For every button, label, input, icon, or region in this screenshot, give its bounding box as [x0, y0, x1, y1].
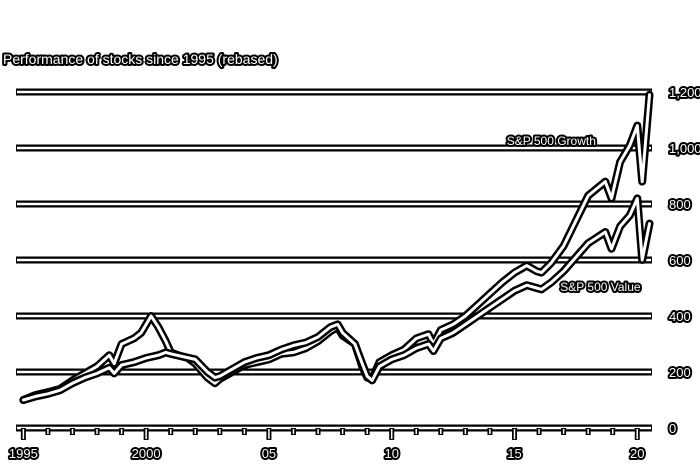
y-tick-label: 600 [669, 253, 691, 268]
y-tick-label: 1,200 [669, 85, 700, 100]
y-tick-label: 1,000 [669, 141, 700, 156]
series-label-value: S&P 500 Value [560, 280, 641, 294]
y-tick-label: 0 [669, 421, 676, 436]
y-tick-label: 200 [669, 365, 691, 380]
chart-title: Performance of stocks since 1995 (rebase… [3, 51, 278, 67]
x-tick-label: 2000 [132, 446, 161, 461]
x-tick-label: 10 [384, 446, 398, 461]
x-tick-label: 05 [262, 446, 276, 461]
x-tick-label: 20 [630, 446, 644, 461]
x-tick-label: 1995 [9, 446, 38, 461]
series-lines [19, 90, 654, 404]
series-label-growth: S&P 500 Growth [507, 134, 596, 148]
x-tick-label: 15 [507, 446, 521, 461]
annotations: S&P 500 Growth S&P 500 Value [505, 132, 643, 296]
grid-lines [16, 88, 652, 376]
y-tick-label: 800 [669, 197, 691, 212]
y-axis-tick-labels: 0 200 400 600 800 1,000 1,200 [667, 83, 700, 438]
x-axis: 1995 2000 05 10 15 20 [7, 424, 652, 463]
y-tick-label: 400 [669, 309, 691, 324]
series-line-value [21, 196, 651, 402]
